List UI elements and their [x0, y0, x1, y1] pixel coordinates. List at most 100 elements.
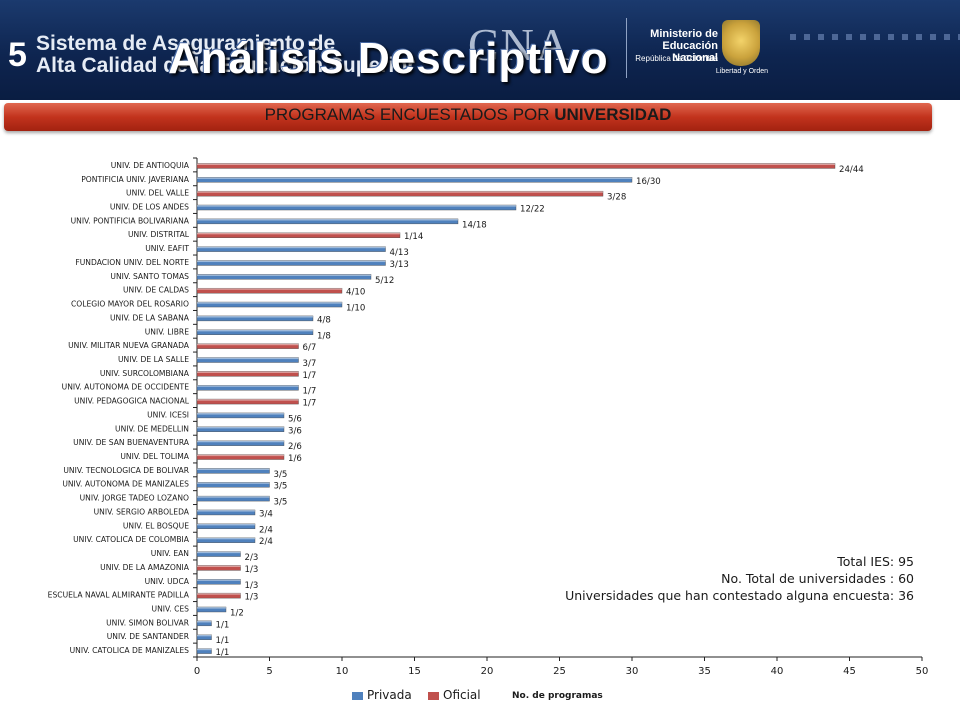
bar-highlight [197, 371, 299, 373]
bar-highlight [197, 246, 386, 249]
y-tick-label: FUNDACION UNIV. DEL NORTE [75, 258, 189, 267]
x-tick-label: 30 [626, 666, 639, 677]
bar [196, 177, 633, 183]
data-label: 3/7 [303, 359, 317, 369]
data-label: 3/13 [390, 260, 409, 270]
data-label: 24/44 [839, 165, 864, 175]
y-tick-label: UNIV. DISTRITAL [128, 230, 190, 239]
bar [196, 315, 314, 322]
bar [196, 606, 227, 613]
legend-label-oficial: Oficial [443, 688, 481, 702]
data-label: 3/5 [274, 470, 288, 480]
slide-title: Análisis Descriptivo [168, 34, 609, 83]
bar-highlight [197, 385, 299, 387]
bar-highlight [197, 496, 270, 498]
data-label: 1/1 [216, 648, 230, 658]
bar [196, 648, 212, 654]
bar [196, 440, 285, 446]
bar-highlight [197, 579, 241, 581]
data-label: 5/12 [375, 276, 394, 286]
y-tick-label: UNIV. DE MEDELLIN [115, 424, 189, 433]
bar-highlight [197, 205, 516, 207]
x-tick-label: 40 [771, 666, 784, 677]
bar-highlight [197, 620, 212, 623]
total-ies: Total IES: 95 [837, 554, 914, 569]
legend-swatch-oficial [428, 691, 439, 700]
y-tick-label: UNIV. DE ANTIOQUIA [111, 161, 190, 170]
data-label: 4/13 [390, 248, 409, 258]
total-universities: No. Total de universidades : 60 [721, 571, 914, 586]
bar-highlight [197, 454, 284, 457]
bar-highlight [197, 163, 835, 166]
y-tick-label: UNIV. SURCOLOMBIANA [100, 369, 190, 378]
banner-text: PROGRAMAS ENCUESTADOS POR UNIVERSIDAD [4, 105, 932, 125]
y-tick-label: UNIV. EL BOSQUE [123, 521, 189, 530]
data-label: 14/18 [462, 220, 487, 230]
y-tick-label: UNIV. EAN [151, 549, 189, 558]
bar [196, 426, 285, 432]
bar-highlight [197, 523, 255, 526]
x-tick-label: 50 [916, 666, 929, 677]
cna-logo: CNA [468, 19, 572, 70]
x-axis-title: No. de programas [512, 691, 603, 701]
legend-swatch-privada [352, 691, 363, 700]
y-tick-label: UNIV. ICESI [147, 410, 189, 419]
data-label: 4/8 [317, 315, 331, 325]
bar-highlight [197, 399, 299, 401]
bar-chart: 0 5 10 15 20 25 30 35 40 45 50 UNIV. DE ANTIOQUIA 24… [48, 157, 929, 677]
y-tick-label: UNIV. DEL TOLIMA [120, 452, 189, 461]
bar-highlight [197, 440, 284, 443]
bar-highlight [197, 468, 270, 470]
y-tick-label: UNIV. PEDAGOGICA NACIONAL [74, 397, 190, 406]
bar [196, 551, 241, 557]
bar-highlight [197, 288, 342, 290]
data-label: 1/7 [303, 399, 317, 409]
y-tick-label: UNIV. UDCA [145, 577, 190, 586]
x-tick-label: 20 [481, 666, 494, 677]
data-label: 2/4 [259, 525, 273, 535]
y-tick-label: UNIV. PONTIFICIA BOLIVARIANA [71, 216, 190, 225]
bar [196, 287, 343, 294]
data-label: 1/7 [303, 387, 317, 397]
y-tick-label: UNIV. SIMON BOLIVAR [106, 618, 190, 627]
bar-highlight [197, 232, 400, 235]
bar-highlight [197, 482, 270, 484]
legend-label-privada: Privada [367, 688, 412, 702]
bar-highlight [197, 177, 632, 179]
bar [196, 301, 343, 308]
bar [196, 634, 212, 640]
data-label: 1/2 [230, 608, 244, 618]
data-label: 4/10 [346, 288, 365, 298]
bar [196, 343, 299, 349]
y-tick-label: UNIV. CATOLICA DE MANIZALES [70, 646, 190, 655]
bar-highlight [197, 260, 386, 263]
y-tick-label: UNIV. DEL VALLE [126, 189, 189, 198]
y-tick-label: UNIV. DE CALDAS [123, 286, 189, 295]
seal-caption: Libertad y Orden [715, 68, 769, 75]
bar [196, 246, 386, 252]
y-tick-label: UNIV. DE SAN BUENAVENTURA [73, 438, 190, 447]
data-label: 3/5 [274, 498, 288, 508]
bar [196, 218, 459, 225]
data-label: 12/22 [520, 205, 545, 215]
data-label: 1/14 [404, 232, 423, 242]
bar-highlight [197, 565, 241, 568]
data-label: 3/28 [607, 193, 626, 203]
bar [196, 190, 604, 197]
x-tick-label: 45 [843, 666, 856, 677]
data-label: 1/6 [288, 454, 302, 464]
slide-number: 5 [8, 36, 27, 74]
bar-highlight [197, 343, 299, 346]
bar-highlight [197, 509, 255, 512]
totals-box: Total IES: 95 No. Total de universidades… [565, 553, 914, 604]
x-tick-label: 25 [553, 666, 566, 677]
ministry-line-2: Educación Nacional [662, 40, 718, 64]
data-label: 3/4 [259, 509, 273, 519]
bar-highlight [197, 606, 226, 609]
data-label: 3/5 [274, 482, 288, 492]
x-tick-label: 5 [266, 666, 272, 677]
bar [196, 579, 241, 585]
bar [196, 592, 241, 599]
bar-highlight [197, 274, 371, 276]
y-tick-label: PONTIFICIA UNIV. JAVERIANA [81, 175, 190, 184]
